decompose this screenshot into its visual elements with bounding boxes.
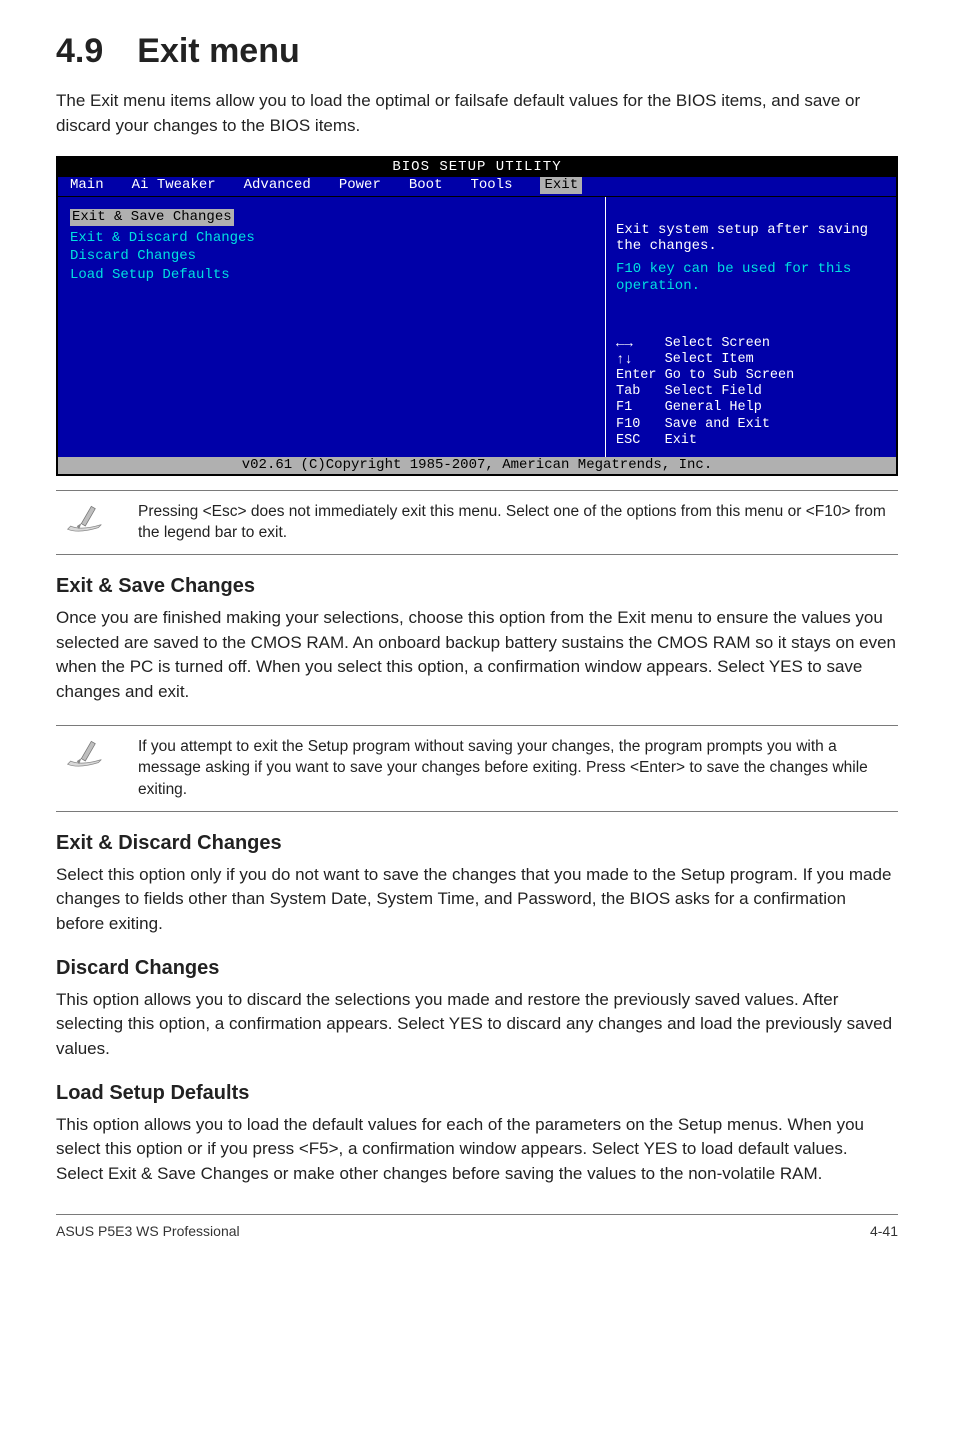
bios-legend: Select Screen Select Item Enter Go to Su… [616, 336, 886, 449]
subheading: Load Setup Defaults [56, 1082, 898, 1105]
bios-menu-item: Boot [409, 177, 443, 194]
bios-menu-item: Advanced [244, 177, 311, 194]
section-paragraph: This option allows you to discard the se… [56, 988, 898, 1062]
intro-paragraph: The Exit menu items allow you to load th… [56, 89, 898, 138]
section-paragraph: Once you are finished making your select… [56, 606, 898, 705]
page-footer: ASUS P5E3 WS Professional 4-41 [56, 1214, 898, 1239]
bios-option: Exit & Discard Changes [70, 230, 593, 247]
bios-menu-item-active: Exit [540, 177, 582, 194]
page-title: 4.9 Exit menu [56, 32, 898, 71]
bios-option: Discard Changes [70, 248, 593, 265]
section-paragraph: Select this option only if you do not wa… [56, 863, 898, 937]
bios-menu-bar: Main Ai Tweaker Advanced Power Boot Tool… [58, 177, 896, 197]
note-block: If you attempt to exit the Setup program… [56, 725, 898, 812]
bios-title: BIOS SETUP UTILITY [58, 158, 896, 177]
subheading: Discard Changes [56, 957, 898, 980]
bios-help-line: Exit system setup after saving the chang… [616, 222, 868, 255]
footer-left: ASUS P5E3 WS Professional [56, 1223, 240, 1239]
note-text: If you attempt to exit the Setup program… [138, 736, 894, 801]
section-paragraph: This option allows you to load the defau… [56, 1113, 898, 1187]
bios-menu-item: Ai Tweaker [132, 177, 216, 194]
subheading: Exit & Save Changes [56, 575, 898, 598]
subheading: Exit & Discard Changes [56, 832, 898, 855]
bios-screenshot: BIOS SETUP UTILITY Main Ai Tweaker Advan… [56, 156, 898, 475]
bios-left-panel: Exit & Save Changes Exit & Discard Chang… [58, 197, 606, 457]
note-text: Pressing <Esc> does not immediately exit… [138, 501, 894, 544]
bios-help-line: F10 key can be used for this operation. [616, 261, 886, 295]
note-block: Pressing <Esc> does not immediately exit… [56, 490, 898, 555]
bios-menu-item: Power [339, 177, 381, 194]
pencil-note-icon [56, 501, 116, 537]
bios-option-selected: Exit & Save Changes [70, 209, 234, 226]
pencil-note-icon [56, 736, 116, 772]
bios-footer: v02.61 (C)Copyright 1985-2007, American … [58, 457, 896, 474]
bios-menu-item: Tools [470, 177, 512, 194]
arrow-icon: ↑↓ [616, 352, 633, 368]
bios-menu-item: Main [70, 177, 104, 194]
footer-right: 4-41 [870, 1223, 898, 1239]
bios-right-panel: Exit system setup after saving the chang… [606, 197, 896, 457]
bios-option: Load Setup Defaults [70, 267, 593, 284]
arrow-icon: ←→ [616, 336, 633, 352]
